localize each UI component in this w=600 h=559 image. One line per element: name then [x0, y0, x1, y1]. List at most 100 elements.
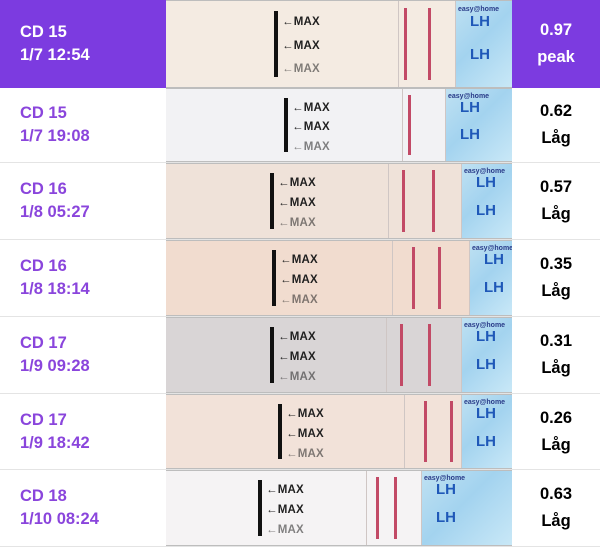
lh-level-label: Låg: [541, 129, 571, 147]
test-row[interactable]: CD 15 1/7 19:08 ←MAX ←MAX ←MAX LH LH easy@home 0…: [0, 88, 600, 163]
lh-label: LH: [476, 405, 496, 423]
control-line: [394, 476, 397, 540]
max-line-marker: [272, 249, 276, 307]
brand-label: easy@home: [424, 475, 466, 483]
strip-handle: LH LH easy@home: [422, 471, 512, 545]
brand-label: easy@home: [448, 93, 490, 101]
lh-label: LH: [476, 432, 496, 450]
lh-label: LH: [470, 45, 490, 63]
max-arrow-label: ←MAX: [278, 331, 316, 344]
test-date-cell: CD 16 1/8 05:27: [0, 163, 166, 239]
lh-label: LH: [460, 126, 480, 144]
max-arrow-label: ←MAX: [282, 16, 320, 29]
max-arrow-label: ←MAX: [266, 524, 304, 537]
test-datetime-label: 1/9 18:42: [20, 433, 90, 452]
result-window: [386, 318, 462, 392]
lh-ratio-value: 0.63: [539, 485, 573, 503]
test-line: [424, 400, 427, 463]
lh-ratio-cell: 0.62 Låg: [512, 88, 600, 162]
lh-label: LH: [476, 356, 496, 374]
max-arrow-label: ←MAX: [278, 217, 316, 230]
lh-label: LH: [476, 328, 496, 346]
max-line-marker: [270, 326, 274, 384]
control-line: [450, 400, 453, 463]
cycle-day-label: CD 15: [20, 104, 67, 122]
brand-label: easy@home: [458, 6, 500, 14]
lh-label: LH: [476, 174, 496, 192]
test-line: [412, 246, 415, 310]
max-arrow-label: ←MAX: [280, 294, 318, 307]
cycle-day-label: CD 18: [20, 487, 67, 505]
lh-ratio-value: 0.57: [539, 178, 573, 196]
result-window: [402, 89, 446, 161]
brand-label: easy@home: [464, 399, 506, 407]
max-arrow-label: ←MAX: [278, 371, 316, 384]
lh-label: LH: [484, 279, 504, 297]
cycle-day-label: CD 16: [20, 257, 67, 275]
brand-label: easy@home: [464, 322, 506, 330]
test-line: [402, 169, 405, 233]
lh-ratio-cell: 0.57 Låg: [512, 163, 600, 239]
lh-level-label: Låg: [541, 512, 571, 530]
lh-ratio-cell: 0.97 peak: [512, 0, 600, 88]
result-window: [398, 1, 456, 87]
control-line: [428, 7, 431, 81]
lh-level-label: Låg: [541, 205, 571, 223]
test-row[interactable]: CD 17 1/9 18:42 ←MAX ←MAX ←MAX LH LH easy@home 0…: [0, 394, 600, 470]
brand-label: easy@home: [464, 168, 506, 176]
control-line: [432, 169, 435, 233]
test-datetime-label: 1/7 19:08: [20, 127, 90, 145]
test-row[interactable]: CD 16 1/8 05:27 ←MAX ←MAX ←MAX LH LH easy@home 0…: [0, 163, 600, 240]
test-row[interactable]: CD 18 1/10 08:24 ←MAX ←MAX ←MAX LH LH easy@home…: [0, 470, 600, 547]
lh-ratio-cell: 0.35 Låg: [512, 240, 600, 316]
test-date-cell: CD 18 1/10 08:24: [0, 470, 166, 546]
strip-handle: LH LH easy@home: [462, 164, 512, 238]
cycle-day-label: CD 15: [20, 23, 67, 41]
max-arrow-label: ←MAX: [266, 484, 304, 497]
max-arrow-label: ←MAX: [282, 62, 320, 75]
max-arrow-label: ←MAX: [292, 140, 330, 153]
test-line: [400, 323, 403, 387]
lh-label: LH: [470, 13, 490, 31]
max-line-marker: [258, 479, 262, 537]
strip-handle: LH LH easy@home: [462, 318, 512, 392]
test-strip-image: ←MAX ←MAX ←MAX LH LH easy@home: [166, 470, 512, 546]
lh-label: LH: [436, 509, 456, 527]
max-line-marker: [278, 403, 282, 460]
test-date-cell: CD 15 1/7 19:08: [0, 88, 166, 162]
result-window: [404, 395, 462, 468]
lh-ratio-value: 0.97: [539, 21, 573, 39]
test-datetime-label: 1/7 12:54: [20, 46, 90, 64]
lh-ratio-value: 0.62: [539, 102, 573, 120]
control-line: [428, 323, 431, 387]
lh-label: LH: [460, 99, 480, 117]
lh-ratio-value: 0.31: [539, 332, 573, 350]
test-line: [404, 7, 407, 81]
max-arrow-label: ←MAX: [286, 447, 324, 460]
lh-label: LH: [476, 202, 496, 220]
test-strip-image: ←MAX ←MAX ←MAX LH LH easy@home: [166, 0, 512, 88]
cycle-day-label: CD 16: [20, 180, 67, 198]
max-arrow-label: ←MAX: [292, 101, 330, 114]
cycle-day-label: CD 17: [20, 334, 67, 352]
max-line-marker: [270, 172, 274, 230]
strip-handle: LH LH easy@home: [470, 241, 512, 315]
test-line: [376, 476, 379, 540]
lh-ratio-value: 0.26: [539, 408, 573, 427]
test-strip-image: ←MAX ←MAX ←MAX LH LH easy@home: [166, 240, 512, 316]
strip-handle: LH LH easy@home: [446, 89, 512, 161]
test-row[interactable]: CD 16 1/8 18:14 ←MAX ←MAX ←MAX LH LH easy@home 0…: [0, 240, 600, 317]
test-row[interactable]: CD 17 1/9 09:28 ←MAX ←MAX ←MAX LH LH easy@home 0…: [0, 317, 600, 394]
test-strip-image: ←MAX ←MAX ←MAX LH LH easy@home: [166, 317, 512, 393]
lh-level-label: Låg: [541, 359, 571, 377]
strip-handle: LH LH easy@home: [456, 1, 512, 87]
max-arrow-label: ←MAX: [282, 39, 320, 52]
cycle-day-label: CD 17: [20, 410, 67, 429]
control-line: [438, 246, 441, 310]
max-arrow-label: ←MAX: [286, 427, 324, 440]
test-row[interactable]: CD 15 1/7 12:54 ←MAX ←MAX ←MAX LH LH easy@home 0…: [0, 0, 600, 88]
max-arrow-label: ←MAX: [278, 197, 316, 210]
max-line-marker: [284, 97, 288, 153]
lh-ratio-cell: 0.26 Låg: [512, 394, 600, 469]
